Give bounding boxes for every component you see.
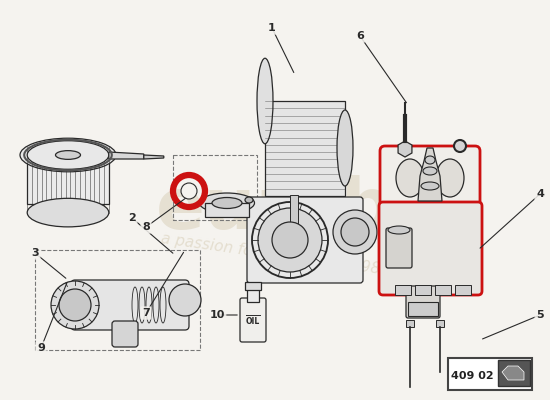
Bar: [435, 285, 451, 295]
Text: a passion for parts since 1985: a passion for parts since 1985: [160, 232, 390, 278]
Ellipse shape: [423, 167, 437, 175]
Text: OIL: OIL: [246, 318, 260, 326]
Ellipse shape: [421, 182, 439, 190]
Text: 9: 9: [37, 343, 45, 353]
Circle shape: [181, 183, 197, 199]
Ellipse shape: [27, 141, 109, 169]
Polygon shape: [144, 155, 164, 159]
Circle shape: [258, 208, 322, 272]
Circle shape: [341, 218, 369, 246]
Polygon shape: [398, 141, 412, 157]
Ellipse shape: [388, 226, 410, 234]
Ellipse shape: [245, 197, 253, 203]
Circle shape: [333, 210, 377, 254]
Ellipse shape: [20, 138, 116, 172]
Bar: [406, 320, 414, 327]
Text: 5: 5: [536, 310, 544, 320]
FancyBboxPatch shape: [240, 298, 266, 342]
Text: 1: 1: [268, 23, 276, 33]
Ellipse shape: [257, 58, 273, 144]
Text: 7: 7: [142, 308, 150, 318]
Ellipse shape: [436, 159, 464, 197]
Bar: [408, 302, 438, 316]
Bar: [290, 195, 298, 252]
FancyBboxPatch shape: [406, 286, 440, 318]
Bar: [27, 147, 109, 204]
Bar: [436, 320, 444, 327]
Ellipse shape: [27, 198, 109, 227]
Polygon shape: [418, 148, 442, 201]
Text: 2: 2: [128, 213, 136, 223]
Ellipse shape: [396, 159, 424, 197]
Circle shape: [454, 140, 466, 152]
Text: eurob: eurob: [156, 176, 394, 244]
FancyBboxPatch shape: [380, 146, 480, 211]
Text: 6: 6: [356, 31, 364, 41]
Ellipse shape: [200, 193, 255, 213]
Bar: [35, 250, 200, 350]
Bar: [395, 285, 411, 295]
Ellipse shape: [337, 110, 353, 186]
Circle shape: [272, 222, 308, 258]
Polygon shape: [502, 366, 524, 380]
Text: 8: 8: [142, 222, 150, 232]
Text: 10: 10: [210, 310, 225, 320]
Ellipse shape: [425, 156, 435, 164]
FancyBboxPatch shape: [386, 228, 412, 268]
Bar: [265, 101, 345, 196]
FancyBboxPatch shape: [71, 280, 189, 330]
Circle shape: [59, 289, 91, 321]
Ellipse shape: [56, 151, 80, 159]
Bar: [455, 285, 471, 295]
FancyBboxPatch shape: [247, 197, 363, 283]
Bar: [498, 360, 530, 386]
Circle shape: [169, 284, 201, 316]
Circle shape: [51, 281, 99, 329]
Bar: [247, 288, 259, 302]
Bar: [448, 358, 532, 390]
Text: 4: 4: [536, 189, 544, 199]
Bar: [245, 282, 261, 290]
Text: 409 02: 409 02: [450, 371, 493, 381]
Text: 3: 3: [31, 248, 39, 258]
Bar: [205, 203, 249, 217]
Ellipse shape: [212, 198, 242, 208]
FancyBboxPatch shape: [379, 202, 482, 295]
Bar: [415, 285, 431, 295]
Bar: [173, 155, 257, 220]
FancyBboxPatch shape: [112, 321, 138, 347]
Polygon shape: [109, 152, 144, 159]
